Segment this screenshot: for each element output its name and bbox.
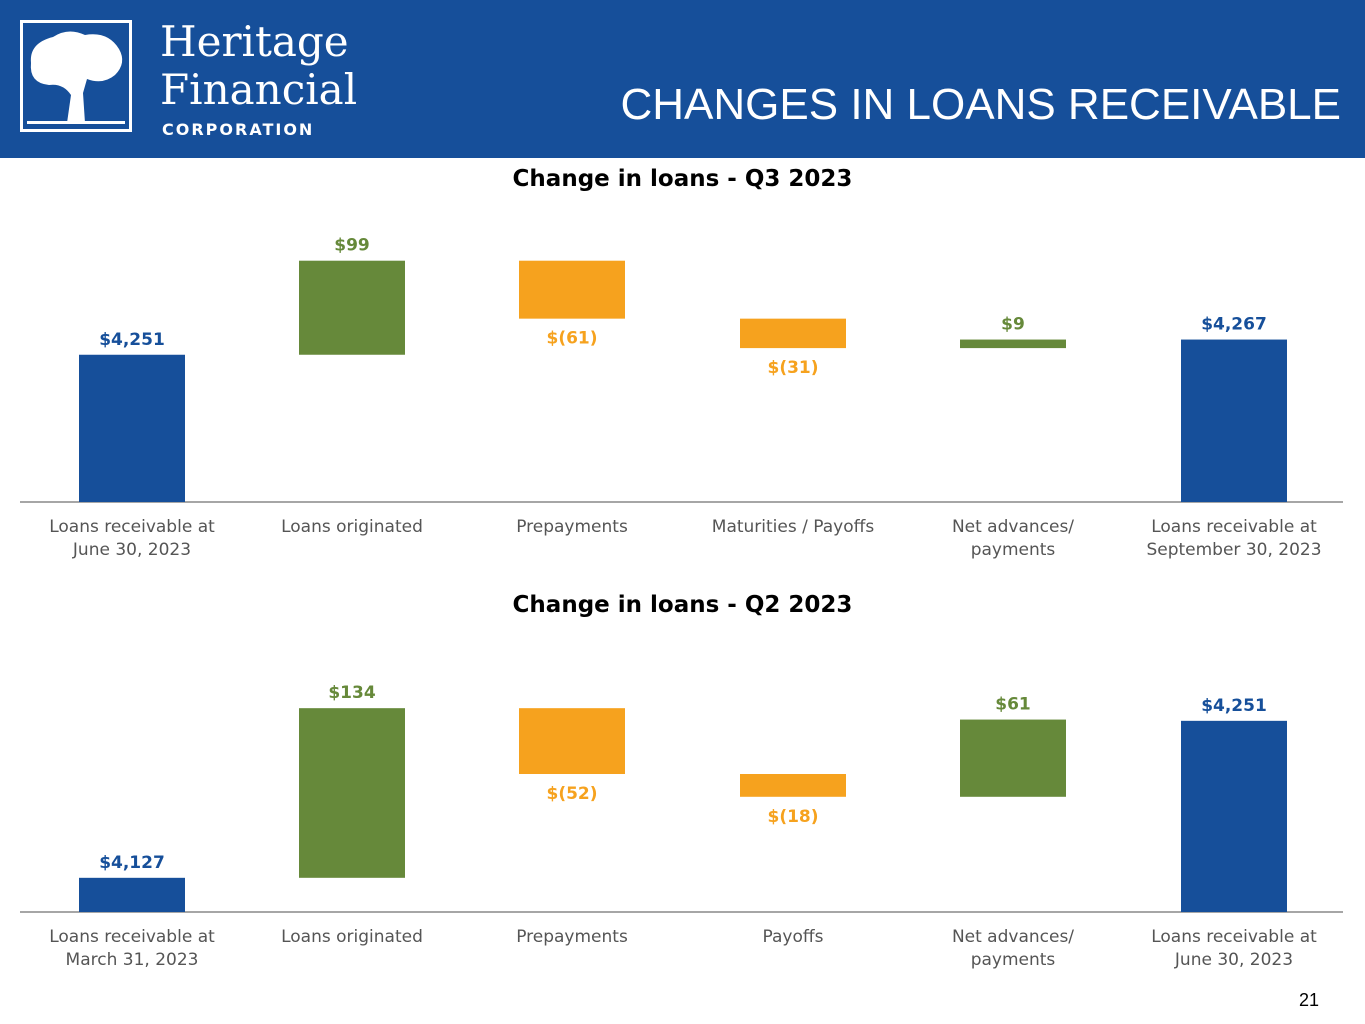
category-label: Prepayments bbox=[516, 517, 628, 537]
brand-name-line2: Financial bbox=[160, 65, 358, 114]
data-label: $9 bbox=[1001, 315, 1025, 335]
data-label: $134 bbox=[328, 683, 375, 703]
bar-total bbox=[79, 354, 185, 502]
category-label: Net advances/ bbox=[952, 517, 1074, 537]
bar-increase bbox=[299, 260, 405, 355]
data-label: $61 bbox=[995, 695, 1031, 715]
bar-decrease bbox=[740, 774, 846, 797]
data-label: $(18) bbox=[767, 807, 818, 827]
data-label: $4,127 bbox=[99, 853, 165, 873]
bar-increase bbox=[960, 339, 1066, 349]
category-label: Loans receivable at bbox=[49, 927, 215, 947]
bar-total bbox=[1181, 339, 1287, 502]
bar-decrease bbox=[519, 260, 625, 319]
chart-title-q2: Change in loans - Q2 2023 bbox=[512, 592, 853, 618]
category-label: March 31, 2023 bbox=[66, 950, 199, 970]
data-label: $99 bbox=[334, 236, 370, 256]
category-label: payments bbox=[971, 540, 1056, 560]
category-label: Loans receivable at bbox=[1151, 927, 1317, 947]
category-label: September 30, 2023 bbox=[1146, 540, 1321, 560]
category-label: Loans receivable at bbox=[49, 517, 215, 537]
page-title: CHANGES IN LOANS RECEIVABLE bbox=[620, 80, 1342, 129]
header-banner: Heritage Financial CORPORATION CHANGES I… bbox=[0, 0, 1365, 158]
page-number: 21 bbox=[1298, 990, 1319, 1010]
category-label: Loans originated bbox=[281, 927, 423, 947]
category-label: June 30, 2023 bbox=[72, 540, 191, 560]
bar-increase bbox=[960, 719, 1066, 797]
bar-decrease bbox=[519, 708, 625, 775]
category-label: payments bbox=[971, 950, 1056, 970]
data-label: $4,251 bbox=[1201, 696, 1267, 716]
data-label: $(61) bbox=[546, 329, 597, 349]
bar-increase bbox=[299, 708, 405, 878]
category-label: June 30, 2023 bbox=[1174, 950, 1293, 970]
category-label: Prepayments bbox=[516, 927, 628, 947]
category-label: Maturities / Payoffs bbox=[712, 517, 875, 537]
category-label: Loans receivable at bbox=[1151, 517, 1317, 537]
bar-decrease bbox=[740, 318, 846, 349]
brand-name-line3: CORPORATION bbox=[162, 120, 315, 139]
data-label: $4,267 bbox=[1201, 315, 1267, 335]
category-label: Loans originated bbox=[281, 517, 423, 537]
category-label: Payoffs bbox=[763, 927, 824, 947]
tree-logo-icon bbox=[20, 20, 132, 132]
data-label: $4,251 bbox=[99, 330, 165, 350]
category-label: Net advances/ bbox=[952, 927, 1074, 947]
bar-total bbox=[79, 877, 185, 912]
brand-name-line1: Heritage bbox=[160, 17, 349, 66]
bar-total bbox=[1181, 720, 1287, 912]
data-label: $(31) bbox=[767, 358, 818, 378]
data-label: $(52) bbox=[546, 784, 597, 804]
chart-title-q3: Change in loans - Q3 2023 bbox=[512, 166, 853, 192]
